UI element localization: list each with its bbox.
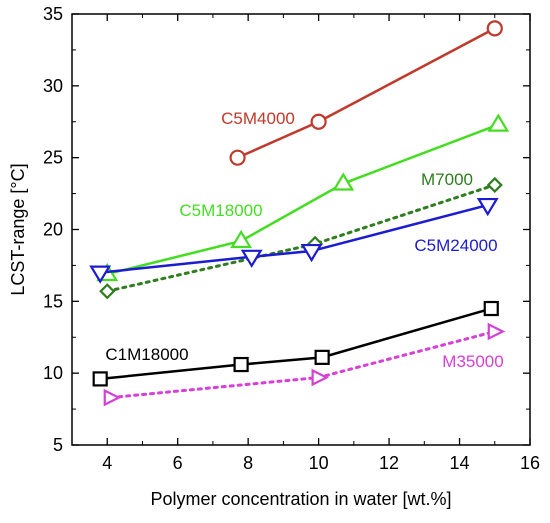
x-tick-label: 14 <box>450 453 470 473</box>
data-point-c5m24000 <box>89 265 112 284</box>
x-tick-label: 6 <box>173 453 183 473</box>
y-tick-label: 5 <box>53 435 63 455</box>
y-tick-label: 35 <box>43 4 63 24</box>
data-point-c5m4000 <box>310 113 327 130</box>
series-line-m7000 <box>105 183 497 293</box>
series-label-m7000: M7000 <box>421 170 473 189</box>
data-point-m35000 <box>311 368 330 387</box>
data-point-c5m18000 <box>487 113 510 132</box>
data-point-c1m18000 <box>92 371 108 387</box>
data-point-c1m18000 <box>483 300 499 317</box>
x-tick-label: 4 <box>102 453 112 473</box>
y-tick-label: 15 <box>43 291 63 311</box>
data-point-c5m24000 <box>476 197 499 217</box>
series-label-m35000: M35000 <box>442 352 503 371</box>
series-label-c5m24000: C5M24000 <box>414 236 497 255</box>
y-tick-label: 20 <box>43 220 63 240</box>
series-line-c5m4000 <box>237 27 496 159</box>
data-point-m35000 <box>487 322 506 341</box>
data-point-m7000 <box>486 176 503 194</box>
x-tick-label: 16 <box>520 453 540 473</box>
series-label-c1m18000: C1M18000 <box>105 345 188 364</box>
data-point-c5m18000 <box>332 172 355 191</box>
data-point-c1m18000 <box>314 349 330 365</box>
plot-frame <box>71 13 531 446</box>
y-axis-title: LCST-range [°C] <box>8 163 28 295</box>
y-tick-label: 30 <box>43 76 63 96</box>
data-point-c5m18000 <box>230 229 253 249</box>
y-tick-label: 25 <box>43 148 63 168</box>
series-line-c5m24000 <box>100 203 489 274</box>
x-tick-label: 8 <box>243 453 253 473</box>
data-point-c5m24000 <box>240 249 263 268</box>
data-point-m7000 <box>99 283 116 300</box>
data-point-c5m4000 <box>486 20 503 37</box>
data-point-c5m4000 <box>229 149 246 166</box>
series-label-c5m18000: C5M18000 <box>179 201 262 220</box>
series-line-m35000 <box>109 330 497 400</box>
plot-area: 4 6 8 10 12 14 16 5 10 15 20 25 30 35 C5M4000 C5M18000 M… <box>43 4 540 473</box>
data-point-m35000 <box>103 388 122 407</box>
data-point-c5m24000 <box>300 243 323 263</box>
y-tick-label: 10 <box>43 363 63 383</box>
data-point-c1m18000 <box>233 356 249 373</box>
x-tick-label: 10 <box>309 453 329 473</box>
x-axis-title: Polymer concentration in water [wt.%] <box>150 489 451 509</box>
series-line-c5m18000 <box>106 123 499 276</box>
series-line-c1m18000 <box>100 307 492 381</box>
x-tick-label: 12 <box>379 453 399 473</box>
series-label-c5m4000: C5M4000 <box>221 109 295 128</box>
